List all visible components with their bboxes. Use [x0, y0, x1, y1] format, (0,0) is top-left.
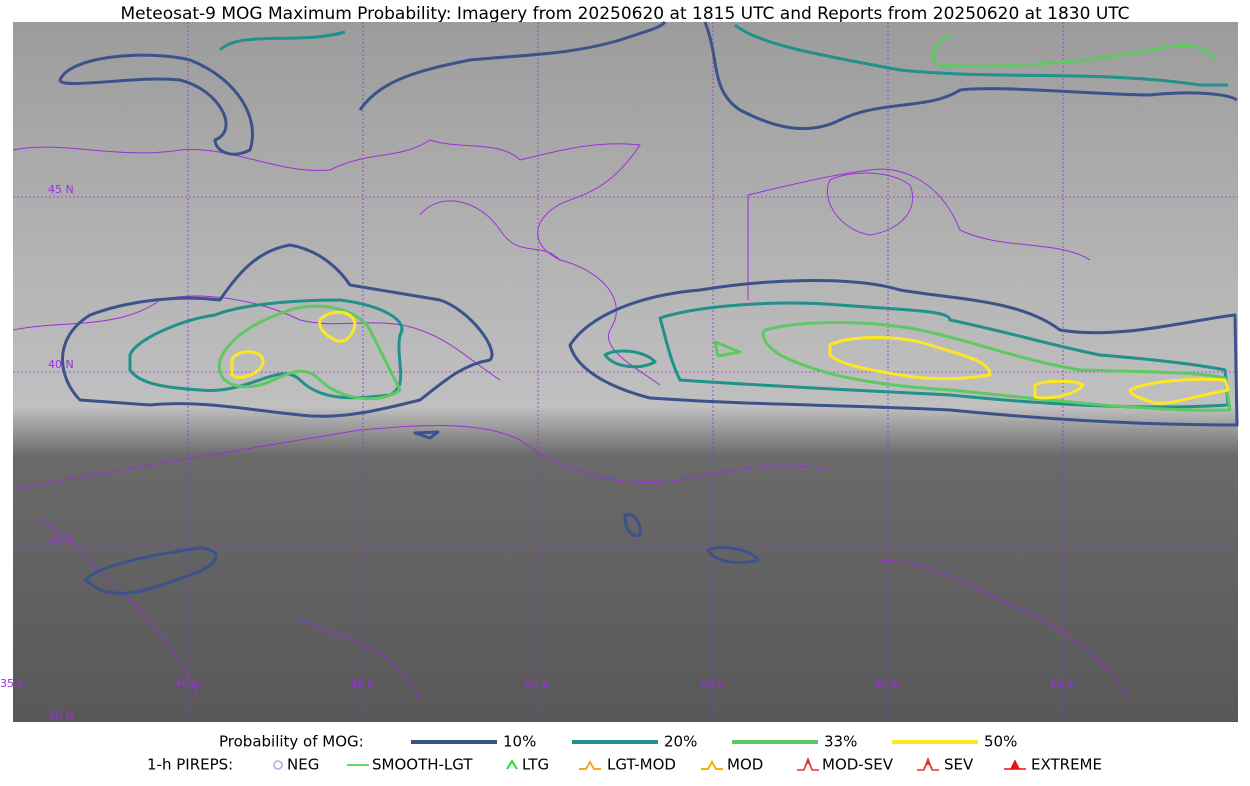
contour [658, 301, 1230, 409]
contour [230, 350, 265, 379]
contour [218, 30, 346, 52]
contour [217, 304, 402, 401]
lon-label: 35 E [0, 677, 24, 690]
contour [931, 33, 1217, 68]
pirep-symbol [579, 759, 601, 770]
pirep-icon [917, 756, 939, 771]
contour [358, 20, 667, 111]
pirep-symbol [797, 756, 819, 771]
pirep-symbol [273, 760, 283, 770]
pirep-icon [579, 759, 601, 770]
pirep-icon [273, 760, 283, 770]
lon-label: 65 E [1050, 677, 1074, 690]
contour [318, 310, 357, 343]
coastlines [12, 139, 1131, 701]
legend-entry: 33% [824, 733, 857, 751]
contour [83, 546, 218, 595]
legend-entry: NEG [287, 756, 319, 774]
legend-entry: EXTREME [1031, 756, 1102, 774]
contour [1033, 379, 1085, 400]
contour [713, 340, 742, 358]
contour [1128, 377, 1230, 405]
legend-entry: 10% [503, 733, 536, 751]
legend-entry: 20% [664, 733, 697, 751]
map: 45 N 40 N 35 N 30 N 35 E 40 E 45 E 50 E 55 E 60 E… [0, 20, 1239, 722]
pirep-symbol [701, 759, 723, 770]
lon-label: 40 E [175, 677, 199, 690]
lat-label: 40 N [48, 358, 74, 371]
pirep-icon [797, 756, 819, 771]
lon-label: 50 E [525, 677, 549, 690]
contour [706, 546, 760, 564]
contour [568, 279, 1239, 427]
legend-entry: MOD-SEV [822, 756, 894, 774]
legend-entry: MOD [727, 756, 763, 774]
contour [413, 430, 440, 440]
contour [603, 349, 657, 369]
pirep-symbol [1004, 759, 1026, 770]
lat-label: 35 N [48, 533, 74, 546]
legend-entry: 50% [984, 733, 1017, 751]
legend-entry: LGT-MOD [607, 756, 676, 774]
legend-entry: LTG [522, 756, 549, 774]
lat-label: 45 N [48, 183, 74, 196]
contour [734, 23, 1228, 87]
contours [58, 20, 1239, 595]
pirep-symbol [917, 756, 939, 771]
contour [61, 243, 494, 418]
legend-entry: SMOOTH-LGT [372, 756, 473, 774]
contour [761, 321, 1232, 412]
pirep-icon [506, 759, 518, 770]
legend: Probability of MOG: 10% 20% 33% 50% 1-h PIREP… [147, 733, 1102, 774]
legend-label: 1-h PIREPS: [147, 756, 233, 774]
pirep-symbol [506, 759, 518, 770]
title: Meteosat-9 MOG Maximum Probability: Imag… [120, 4, 1129, 24]
lon-label: 55 E [700, 677, 724, 690]
lon-label: 45 E [350, 677, 374, 690]
contour [623, 513, 642, 538]
pirep-icon [701, 759, 723, 770]
legend-label: Probability of MOG: [219, 733, 364, 751]
grid-labels: 45 N 40 N 35 N 30 N 35 E 40 E 45 E 50 E 55 E 60 E… [0, 183, 1074, 722]
lon-label: 60 E [875, 677, 899, 690]
lat-label: 30 N [48, 709, 74, 722]
pirep-icon [1004, 759, 1026, 770]
legend-entry: SEV [944, 756, 974, 774]
contour [128, 298, 404, 400]
contour [58, 53, 254, 156]
contour [703, 21, 1238, 130]
contour [828, 336, 992, 381]
